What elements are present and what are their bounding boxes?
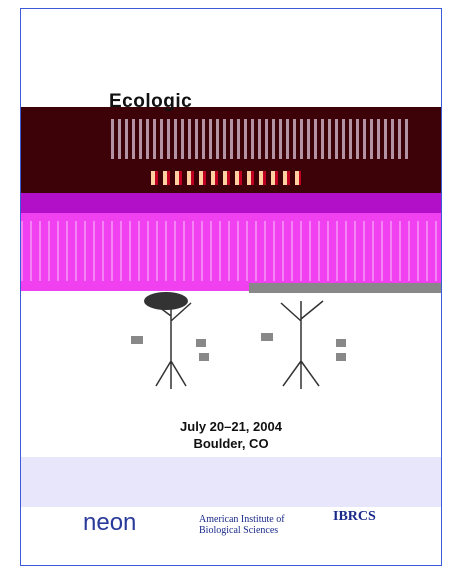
location: Boulder, CO	[21, 436, 441, 451]
page-root: Ecologic July 20–21, 2004 Boulder, CO ne…	[0, 0, 455, 574]
date: July 20–21, 2004	[21, 419, 441, 434]
title: Ecologic	[109, 91, 192, 113]
logo-ibrcs: IBRCS	[333, 509, 376, 525]
document-page: Ecologic July 20–21, 2004 Boulder, CO ne…	[20, 8, 442, 566]
glitch-noise	[111, 119, 411, 159]
logo-aibs: American Institute of Biological Science…	[199, 514, 319, 536]
glitch-band	[21, 457, 441, 507]
glitch-noise	[151, 171, 301, 185]
logo-neon: neon	[83, 509, 136, 537]
tree-figures	[111, 291, 371, 391]
glitch-noise	[21, 221, 441, 281]
glitch-band	[21, 193, 441, 213]
